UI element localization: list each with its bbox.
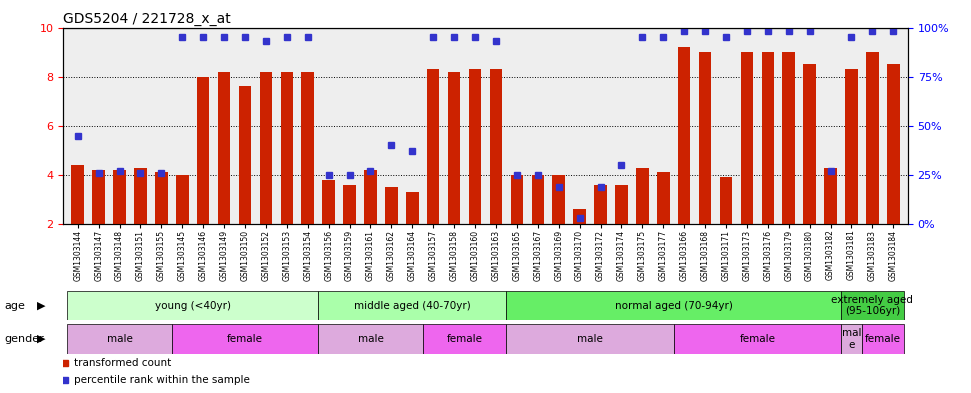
Bar: [364, 170, 377, 224]
Bar: [845, 69, 857, 224]
Text: young (<40yr): young (<40yr): [154, 301, 231, 310]
Bar: [469, 69, 482, 224]
Text: male: male: [357, 334, 384, 344]
Bar: [594, 185, 607, 224]
Bar: [636, 167, 649, 224]
Bar: [259, 72, 272, 224]
Bar: [318, 324, 422, 354]
Bar: [573, 209, 586, 224]
Bar: [803, 64, 816, 224]
Bar: [422, 324, 507, 354]
Bar: [67, 291, 318, 320]
Bar: [552, 175, 565, 224]
Bar: [841, 291, 904, 320]
Bar: [155, 173, 168, 224]
Bar: [239, 86, 251, 224]
Text: GDS5204 / 221728_x_at: GDS5204 / 221728_x_at: [63, 12, 231, 26]
Bar: [489, 69, 502, 224]
Bar: [674, 324, 841, 354]
Text: ▶: ▶: [37, 301, 46, 310]
Bar: [218, 72, 230, 224]
Text: percentile rank within the sample: percentile rank within the sample: [74, 375, 250, 385]
Text: transformed count: transformed count: [74, 358, 171, 367]
Text: gender: gender: [5, 334, 45, 344]
Text: female: female: [447, 334, 483, 344]
Bar: [92, 170, 105, 224]
Bar: [824, 167, 837, 224]
Bar: [318, 291, 507, 320]
Text: middle aged (40-70yr): middle aged (40-70yr): [354, 301, 471, 310]
Bar: [197, 77, 210, 224]
Text: extremely aged
(95-106yr): extremely aged (95-106yr): [831, 295, 914, 316]
Bar: [72, 165, 84, 224]
Bar: [761, 52, 774, 224]
Bar: [678, 47, 690, 224]
Bar: [344, 185, 355, 224]
Bar: [427, 69, 440, 224]
Bar: [507, 324, 674, 354]
Bar: [134, 167, 147, 224]
Bar: [720, 177, 732, 224]
Bar: [699, 52, 712, 224]
Bar: [783, 52, 795, 224]
Text: normal aged (70-94yr): normal aged (70-94yr): [615, 301, 733, 310]
Bar: [616, 185, 627, 224]
Bar: [531, 175, 544, 224]
Bar: [862, 324, 904, 354]
Bar: [67, 324, 172, 354]
Bar: [887, 64, 899, 224]
Text: male: male: [577, 334, 603, 344]
Bar: [657, 173, 670, 224]
Bar: [281, 72, 293, 224]
Bar: [406, 192, 419, 224]
Bar: [176, 175, 188, 224]
Bar: [866, 52, 879, 224]
Bar: [172, 324, 318, 354]
Bar: [385, 187, 398, 224]
Text: mal
e: mal e: [842, 328, 861, 350]
Text: ▶: ▶: [37, 334, 46, 344]
Bar: [322, 180, 335, 224]
Text: female: female: [739, 334, 775, 344]
Bar: [511, 175, 523, 224]
Text: age: age: [5, 301, 25, 310]
Bar: [448, 72, 460, 224]
Bar: [114, 170, 126, 224]
Bar: [741, 52, 753, 224]
Text: male: male: [107, 334, 132, 344]
Text: female: female: [865, 334, 901, 344]
Text: female: female: [227, 334, 263, 344]
Bar: [841, 324, 862, 354]
Bar: [301, 72, 314, 224]
Bar: [507, 291, 841, 320]
